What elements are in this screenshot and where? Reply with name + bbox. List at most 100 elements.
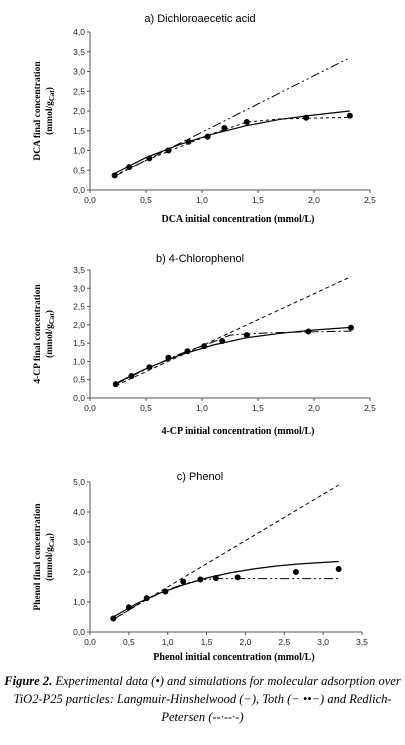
x-tick-label: 2,5	[364, 195, 376, 205]
x-tick-label: 3,0	[317, 637, 329, 647]
y-tick-label: 2,5	[73, 302, 85, 312]
y-tick-label: 3,0	[73, 537, 85, 547]
x-tick-label: 2,0	[240, 637, 252, 647]
y-tick-label: 2,5	[73, 86, 85, 96]
data-point	[347, 324, 354, 331]
series-line-dashed	[113, 484, 339, 620]
data-point	[112, 381, 119, 388]
y-tick-label: 0,0	[73, 627, 85, 637]
y-axis-unit-subscript: Cat	[48, 90, 56, 102]
y-tick-label: 1,5	[73, 338, 85, 348]
data-point	[128, 373, 135, 380]
chart-title: c) Phenol	[177, 471, 223, 483]
x-tick-label: 0,5	[123, 637, 135, 647]
series-line-dotted	[114, 116, 350, 176]
x-axis-label: Phenol initial concentration (mmol/L)	[153, 652, 314, 663]
data-point	[243, 332, 250, 339]
y-tick-label: 1,0	[73, 146, 85, 156]
x-tick-label: 0,0	[84, 195, 96, 205]
x-tick-label: 0,0	[84, 403, 96, 413]
series-line-solid	[115, 326, 352, 384]
x-tick-label: 1,5	[201, 637, 213, 647]
y-tick-label: 1,0	[73, 356, 85, 366]
y-axis-unit-close: )	[44, 310, 55, 313]
y-tick-label: 2,0	[73, 320, 85, 330]
y-tick-label: 3,5	[73, 265, 85, 275]
data-point	[165, 147, 172, 154]
y-tick-label: 0,0	[73, 393, 85, 403]
x-tick-label: 1,0	[196, 195, 208, 205]
caption-text: Experimental data (•) and simulations fo…	[13, 674, 401, 724]
x-tick-label: 3,5	[356, 637, 368, 647]
data-point	[111, 172, 118, 179]
y-tick-label: 1,0	[73, 597, 85, 607]
data-point	[185, 138, 192, 145]
figure-caption: Figure 2. Experimental data (•) and simu…	[0, 672, 405, 726]
data-point	[184, 348, 191, 355]
y-axis-label-main: DCA final concentration	[33, 61, 43, 161]
data-point	[126, 164, 133, 171]
y-tick-label: 3,0	[73, 67, 85, 77]
x-tick-label: 1,0	[162, 637, 174, 647]
y-tick-label: 2,0	[73, 106, 85, 116]
x-tick-label: 1,0	[196, 403, 208, 413]
y-axis-label-unit: (mmol/gCat)	[44, 87, 56, 135]
y-tick-label: 3,0	[73, 283, 85, 293]
x-tick-label: 0,5	[140, 403, 152, 413]
data-point	[346, 112, 353, 119]
data-point	[165, 354, 172, 361]
data-point	[305, 328, 312, 335]
y-axis-unit-text: (mmol/g	[44, 101, 55, 135]
data-point	[197, 576, 204, 583]
data-point	[110, 615, 117, 622]
y-axis-label-main: 4-CP final concentration	[33, 284, 43, 384]
y-axis-unit-subscript: Cat	[48, 313, 56, 325]
y-axis-unit-close: )	[44, 533, 55, 536]
y-tick-label: 2,0	[73, 567, 85, 577]
chart-a: a) Dichloroaecetic acid 0,0 0,5 1,0 1,5 2,0 2,…	[33, 13, 376, 225]
data-point	[335, 566, 342, 572]
caption-label: Figure 2.	[4, 674, 53, 688]
x-axis-label: 4-CP initial concentration (mmol/L)	[161, 426, 314, 437]
y-tick-label: 1,5	[73, 126, 85, 136]
data-point	[143, 595, 150, 602]
y-axis-label-unit: (mmol/gCat)	[44, 533, 56, 581]
x-tick-label: 2,5	[278, 637, 290, 647]
y-axis-label-main: Phenol final concentration	[33, 503, 43, 611]
data-point	[243, 119, 250, 126]
data-point	[212, 575, 219, 581]
chart-c: c) Phenol 0,0 1,0 2,0 3,0 4,0 5,0 0,0 0,5 1,0 1,5 2…	[33, 471, 368, 663]
data-point	[162, 588, 169, 595]
x-tick-label: 2,5	[364, 403, 376, 413]
y-axis-unit-subscript: Cat	[48, 536, 56, 548]
x-tick-label: 2,0	[308, 195, 320, 205]
y-tick-label: 0,0	[73, 185, 85, 195]
y-tick-label: 4,0	[73, 27, 85, 37]
x-tick-label: 0,0	[84, 637, 96, 647]
y-axis-label: 4-CP final concentration (mmol/gCat)	[33, 284, 56, 384]
series-line-solid	[112, 560, 339, 618]
series-line-solid	[114, 110, 350, 174]
x-axis-label: DCA initial concentration (mmol/L)	[161, 214, 314, 225]
data-point	[146, 364, 153, 371]
series-line-dashed	[115, 276, 352, 387]
data-point	[292, 569, 299, 575]
y-axis-label-unit: (mmol/gCat)	[44, 310, 56, 358]
y-tick-label: 0,5	[73, 165, 85, 175]
y-tick-label: 3,5	[73, 47, 85, 57]
x-tick-label: 1,5	[252, 403, 264, 413]
y-tick-label: 5,0	[73, 477, 85, 487]
y-axis-label: Phenol final concentration (mmol/gCat)	[33, 503, 56, 611]
data-point	[146, 155, 153, 162]
data-point	[125, 604, 132, 611]
y-axis-unit-close: )	[44, 87, 55, 90]
chart-b: b) 4-Chlorophenol 0,0 0,5 1,0 1,5 2,0 2,5 3,0 3,…	[33, 253, 376, 437]
series-line-dashdot	[115, 330, 352, 385]
y-tick-label: 4,0	[73, 507, 85, 517]
data-point	[204, 133, 211, 140]
data-point	[221, 124, 228, 131]
data-point	[303, 114, 310, 121]
data-point	[201, 343, 208, 350]
x-tick-label: 0,5	[140, 195, 152, 205]
chart-title: a) Dichloroaecetic acid	[144, 13, 255, 25]
